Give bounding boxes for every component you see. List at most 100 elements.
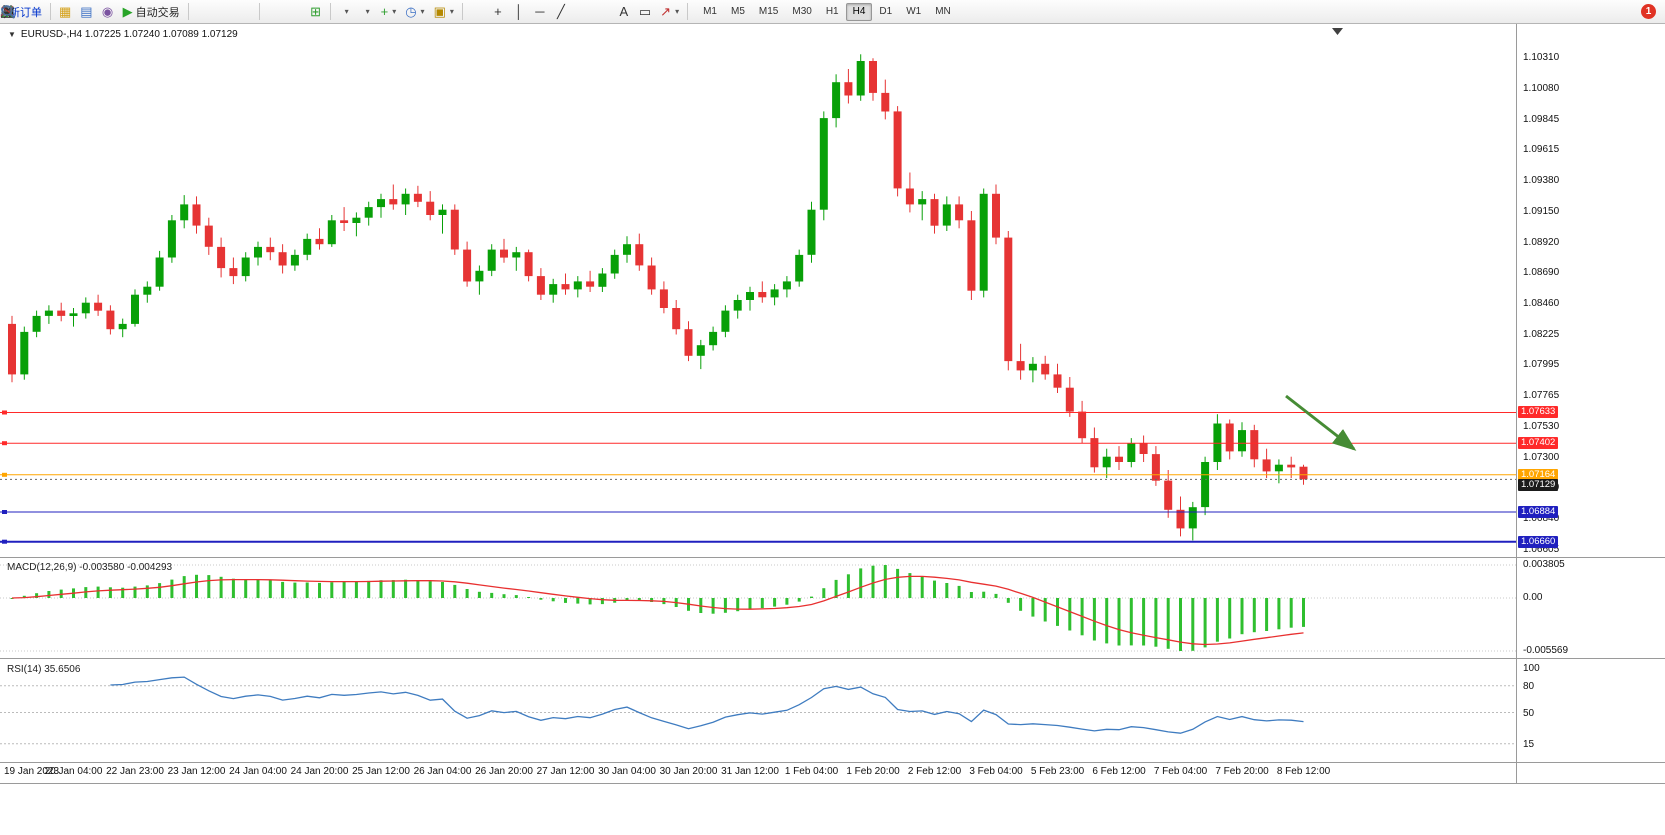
time-axis-label: 5 Feb 23:00 (1030, 766, 1085, 777)
price-axis-label: 1.08460 (1523, 297, 1560, 309)
add-indicator-button[interactable]: + ▾ (377, 2, 401, 22)
price-line-label: 1.07402 (1518, 437, 1559, 450)
arrows-button[interactable]: ↗ ▾ (656, 2, 683, 22)
price-axis-label: 1.09150 (1523, 206, 1560, 218)
time-axis-label: 8 Feb 12:00 (1276, 766, 1331, 777)
price-axis-label: 1.07530 (1523, 421, 1560, 433)
text-button[interactable]: A (614, 2, 634, 22)
timeframe-m15[interactable]: M15 (758, 6, 779, 17)
panel-separator[interactable] (0, 762, 1665, 763)
dropdown-caret-icon: ▾ (449, 7, 454, 16)
indicator-line-button[interactable]: ▾ (0, 2, 376, 22)
price-axis-label: 1.07300 (1523, 451, 1560, 463)
time-axis-label: 26 Jan 04:00 (413, 766, 472, 777)
crosshair-icon: + (494, 4, 502, 19)
price-axis-label: 1.08690 (1523, 267, 1560, 279)
line-handle[interactable] (2, 510, 7, 514)
time-axis-label: 20 Jan 04:00 (44, 766, 103, 777)
time-axis-label: 23 Jan 12:00 (167, 766, 226, 777)
toolbar-separator (187, 3, 189, 20)
fibonacci-button[interactable] (1, 2, 613, 22)
rsi-panel-chart[interactable] (0, 659, 1516, 762)
timeframe-m30[interactable]: M30 (792, 6, 812, 17)
line-chart-button[interactable] (0, 2, 255, 22)
cursor-button[interactable] (4, 2, 487, 22)
line-handle[interactable] (2, 472, 7, 477)
chart-window-button[interactable]: ▦ (55, 2, 75, 22)
line-handle[interactable] (2, 539, 7, 544)
time-axis-label: 1 Feb 20:00 (846, 766, 900, 777)
zoom-in-button[interactable] (1, 2, 284, 22)
notification-badge[interactable]: 1 (1641, 4, 1656, 19)
price-axis[interactable]: 1.10310 1.10080 1.09845 1.09615 1.09380 1.091… (1517, 0, 1665, 835)
indicator-bars-button[interactable]: ▾ (2, 2, 355, 22)
macd-histogram (10, 565, 1305, 651)
price-line-label: 1.06884 (1518, 505, 1559, 518)
timeframe-m5[interactable]: M5 (731, 6, 745, 17)
auto-trading-button-label: 自动交易 (135, 6, 180, 19)
bar-chart-button[interactable] (1, 2, 213, 22)
timeframe-mn[interactable]: MN (935, 6, 951, 17)
time-axis-label: 30 Jan 04:00 (598, 766, 656, 777)
line-handle[interactable] (2, 410, 7, 415)
profiles-button[interactable]: ▤ (76, 2, 96, 22)
crosshair-button[interactable]: + (488, 2, 508, 22)
candles-layer (8, 54, 1308, 541)
periods-button[interactable]: ◷ ▾ (401, 2, 428, 22)
trendline-button[interactable]: ╱ (551, 2, 571, 22)
new-order-button[interactable]: 新订单 (5, 2, 46, 22)
main-chart[interactable] (0, 25, 1516, 557)
chart-menu-icon: ▼ (8, 30, 16, 39)
time-axis[interactable]: 19 Jan 2023 20 Jan 04:00 22 Jan 23:00 23 Ja… (0, 766, 1516, 782)
macd-axis-label: 0.00 (1523, 592, 1543, 603)
data-window-icon: ◉ (101, 4, 114, 19)
auto-trading-button[interactable]: ▶ 自动交易 (119, 2, 184, 22)
time-axis-label: 2 Feb 12:00 (907, 766, 962, 777)
toolbar-buttons: 新订单 ▦ ▤ ◉ ▶ 自动交易 ⊞ ▾ ▾ + ▾ ◷ ▾ ▣ ▾ + │ ─ ╱ A ▭ ↗ ▾ (0, 2, 683, 22)
chart-window-icon: ▦ (59, 4, 72, 19)
timeframe-h1[interactable]: H1 (825, 6, 839, 17)
tile-windows-icon: ⊞ (310, 4, 322, 19)
chart-shift-marker-icon[interactable] (1332, 28, 1343, 35)
label-button[interactable]: ▭ (635, 2, 655, 22)
time-axis-label: 30 Jan 20:00 (659, 766, 718, 777)
timeframe-toolbar: M1 M5 M15 M30 H1 H4 D1 W1 MN (696, 2, 958, 21)
tile-windows-button[interactable]: ⊞ (306, 2, 326, 22)
rsi-indicator-label: RSI(14) 35.6506 (7, 664, 81, 675)
trend-arrow-annotation[interactable] (1285, 394, 1357, 451)
price-axis-label: 1.09845 (1523, 113, 1560, 125)
timeframe-d1[interactable]: D1 (879, 6, 893, 17)
time-axis-label: 7 Feb 20:00 (1215, 766, 1269, 777)
timeframe-w1[interactable]: W1 (906, 6, 922, 17)
macd-panel-chart[interactable] (0, 558, 1516, 658)
dropdown-caret-icon: ▾ (392, 7, 397, 16)
rsi-axis-label: 100 (1523, 663, 1540, 674)
templates-button[interactable]: ▣ ▾ (430, 2, 458, 22)
line-handle[interactable] (2, 441, 7, 446)
vertical-line-button[interactable]: │ (509, 2, 529, 22)
timeframe-m1[interactable]: M1 (703, 6, 717, 17)
dropdown-caret-icon: ▾ (365, 7, 370, 16)
search-button[interactable] (1, 2, 1634, 22)
candlestick-chart-button[interactable] (1, 2, 234, 22)
panel-separator[interactable] (0, 658, 1665, 659)
macd-axis-label: 0.003805 (1523, 559, 1565, 570)
chart-bottom-border (0, 783, 1665, 784)
time-axis-label: 26 Jan 20:00 (475, 766, 533, 777)
time-axis-label: 25 Jan 12:00 (352, 766, 410, 777)
toolbar-separator (461, 3, 463, 20)
timeframe-h4[interactable]: H4 (845, 2, 873, 21)
add-indicator-icon: + (380, 4, 389, 19)
macd-signal-line (11, 575, 1304, 646)
time-axis-label: 24 Jan 04:00 (229, 766, 287, 777)
price-axis-label: 1.08225 (1523, 328, 1560, 340)
dropdown-caret-icon: ▾ (675, 7, 680, 16)
trendline-icon: ╱ (556, 4, 565, 19)
panel-separator[interactable] (0, 557, 1665, 558)
data-window-button[interactable]: ◉ (98, 2, 118, 22)
toolbar-right: 1 (1, 2, 1660, 22)
channel-button[interactable] (0, 2, 592, 22)
horizontal-line-button[interactable]: ─ (530, 2, 550, 22)
zoom-out-button[interactable] (1, 2, 305, 22)
current-price-label: 1.07129 (1518, 479, 1559, 492)
